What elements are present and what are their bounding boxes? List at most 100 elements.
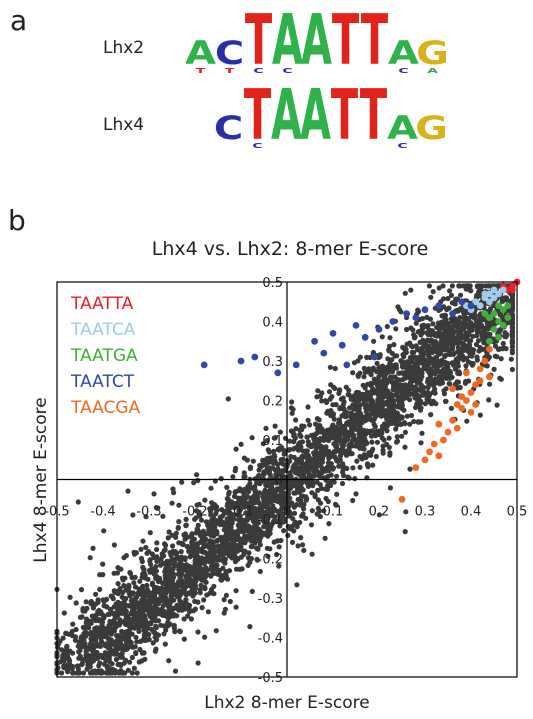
- background-point: [440, 283, 446, 289]
- background-point: [260, 517, 266, 523]
- background-point: [406, 363, 412, 369]
- background-point: [374, 369, 380, 375]
- background-point: [265, 553, 271, 559]
- background-point: [451, 300, 457, 306]
- background-point: [267, 546, 273, 552]
- background-point: [146, 567, 153, 573]
- background-point: [138, 546, 144, 552]
- background-point: [411, 418, 417, 425]
- background-point: [314, 511, 320, 517]
- background-point: [290, 406, 296, 412]
- point-taacga: [486, 373, 493, 381]
- background-point: [327, 396, 333, 402]
- point-taacga: [435, 420, 443, 428]
- point-taatca: [490, 294, 498, 302]
- background-point: [457, 384, 463, 391]
- background-point: [134, 639, 140, 645]
- background-point: [245, 555, 251, 561]
- background-point: [83, 629, 89, 635]
- background-point: [389, 396, 395, 402]
- point-taacga: [467, 408, 475, 416]
- background-point: [202, 634, 208, 640]
- point-taatct: [449, 310, 456, 317]
- background-point: [174, 550, 180, 556]
- background-point: [315, 388, 321, 394]
- background-point: [264, 531, 270, 537]
- background-point: [391, 342, 397, 348]
- background-point: [417, 339, 423, 345]
- background-point: [61, 658, 67, 664]
- background-point: [367, 428, 373, 434]
- background-point: [303, 515, 309, 521]
- background-point: [387, 401, 393, 407]
- background-point: [443, 317, 449, 323]
- background-point: [326, 455, 332, 461]
- background-point: [498, 376, 504, 382]
- background-point: [444, 375, 450, 381]
- point-taacga: [472, 401, 479, 408]
- background-point: [122, 597, 128, 603]
- background-point: [294, 502, 300, 508]
- background-point: [122, 611, 129, 617]
- background-point: [295, 496, 301, 503]
- background-point: [418, 349, 424, 355]
- background-point: [264, 438, 270, 444]
- background-point: [489, 319, 495, 325]
- background-point: [445, 320, 451, 327]
- background-point: [112, 610, 118, 616]
- background-point: [194, 502, 200, 508]
- background-point: [96, 617, 103, 623]
- background-point: [373, 433, 379, 439]
- background-point: [384, 423, 390, 429]
- background-point: [291, 462, 297, 468]
- background-point: [226, 489, 232, 495]
- background-point: [305, 439, 311, 445]
- background-point: [396, 385, 402, 391]
- background-point: [182, 555, 188, 561]
- background-point: [456, 329, 462, 335]
- background-point: [236, 516, 242, 522]
- background-point: [137, 646, 143, 653]
- background-point: [291, 454, 297, 460]
- background-point: [249, 500, 255, 507]
- background-point: [251, 494, 257, 500]
- background-point: [308, 522, 315, 528]
- background-point: [380, 378, 386, 385]
- logo-base-g: G: [416, 34, 449, 72]
- background-point: [203, 550, 209, 556]
- background-point: [219, 513, 225, 519]
- background-point: [414, 345, 420, 351]
- background-point: [494, 402, 500, 408]
- background-point: [401, 407, 407, 413]
- background-point: [430, 289, 436, 295]
- background-point: [361, 374, 367, 380]
- background-point: [412, 395, 418, 401]
- background-point: [222, 560, 228, 566]
- background-point: [131, 580, 137, 586]
- background-point: [408, 384, 414, 390]
- background-point: [93, 591, 99, 597]
- background-point: [75, 643, 81, 649]
- background-point: [381, 365, 387, 371]
- background-point: [477, 412, 483, 418]
- background-point: [272, 460, 278, 466]
- background-point: [314, 479, 320, 485]
- background-point: [137, 619, 143, 625]
- background-point: [267, 484, 273, 490]
- background-point: [169, 585, 175, 591]
- point-taatga: [499, 322, 507, 329]
- background-point: [346, 387, 352, 393]
- series-taatct: [200, 298, 475, 377]
- background-point: [157, 597, 163, 603]
- background-point: [457, 315, 463, 321]
- background-point: [413, 320, 419, 326]
- background-point: [299, 493, 305, 500]
- logo-base-g: G: [415, 109, 448, 147]
- background-point: [101, 613, 107, 619]
- background-point: [454, 349, 461, 355]
- background-point: [300, 487, 306, 493]
- point-taatct: [311, 337, 318, 345]
- background-point: [163, 597, 169, 603]
- background-point: [153, 608, 159, 615]
